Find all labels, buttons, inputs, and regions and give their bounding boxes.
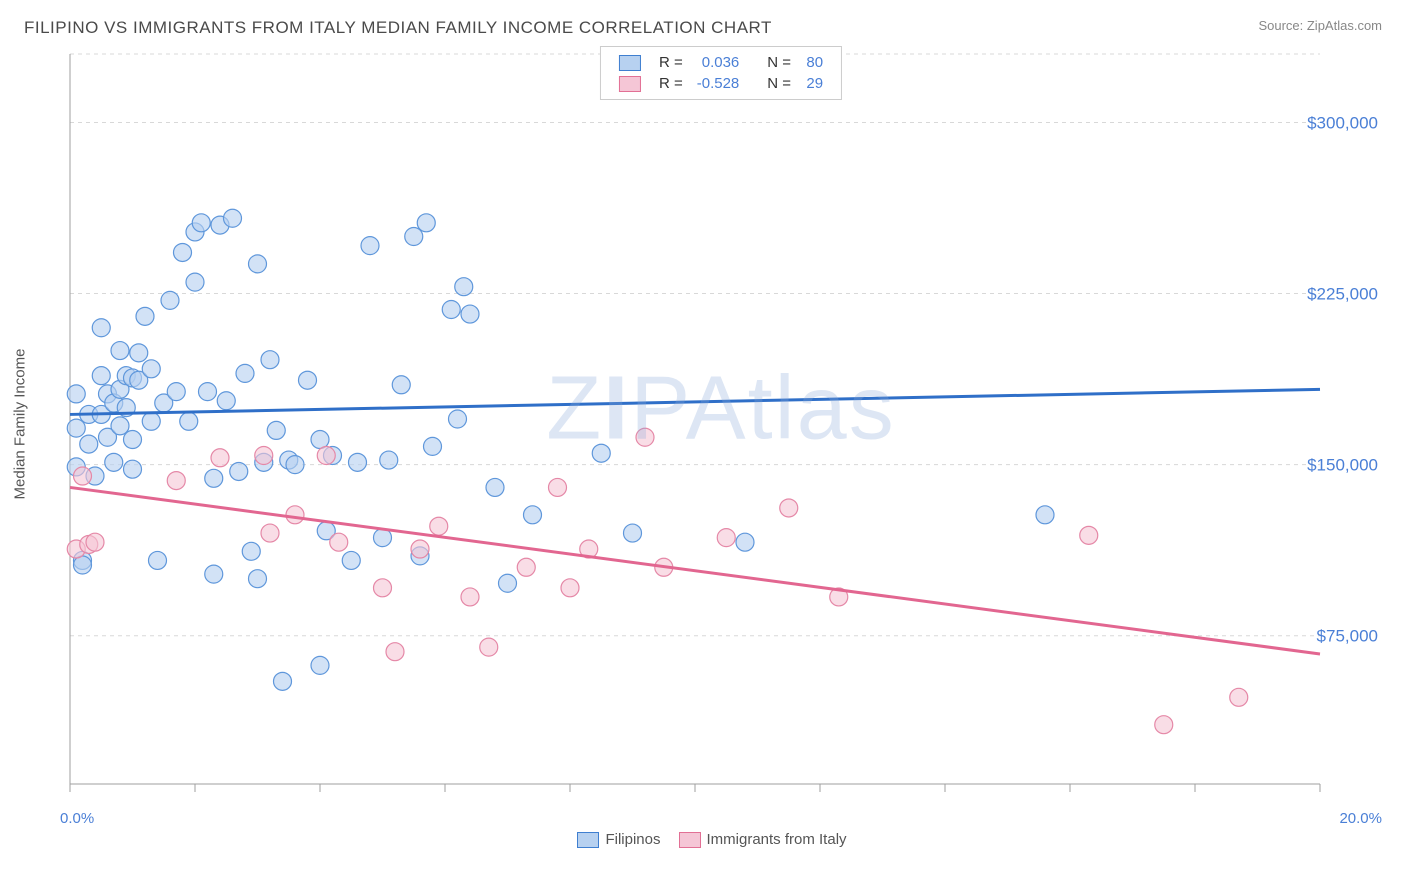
x-axis-end-labels: 0.0% 20.0% <box>60 810 1382 827</box>
x-max-label: 20.0% <box>1339 810 1382 827</box>
svg-text:$75,000: $75,000 <box>1317 627 1378 646</box>
legend-series: Filipinos Immigrants from Italy <box>0 831 1406 848</box>
legend-item-label: Immigrants from Italy <box>707 831 847 848</box>
y-axis-label: Median Family Income <box>12 349 29 500</box>
svg-text:$150,000: $150,000 <box>1307 456 1378 475</box>
svg-text:$225,000: $225,000 <box>1307 285 1378 304</box>
legend-stats-box: R =0.036N =80R =-0.528N =29 <box>600 46 842 100</box>
source-label: Source: ZipAtlas.com <box>1258 18 1382 33</box>
svg-text:$300,000: $300,000 <box>1307 113 1378 132</box>
legend-item-label: Filipinos <box>605 831 660 848</box>
x-min-label: 0.0% <box>60 810 94 827</box>
scatter-plot: $75,000 $150,000 $225,000 $300,000 <box>60 44 1380 804</box>
chart-title: FILIPINO VS IMMIGRANTS FROM ITALY MEDIAN… <box>24 18 772 38</box>
chart-container: Median Family Income ZIPAtlas $75,000$15… <box>60 44 1382 804</box>
